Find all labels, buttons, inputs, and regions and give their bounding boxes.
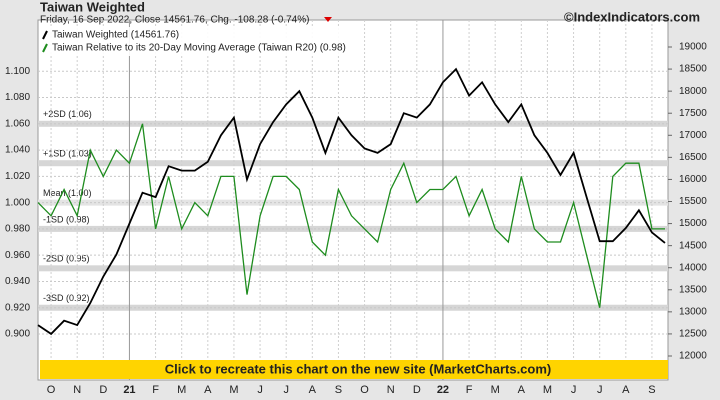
sd-band (38, 199, 668, 206)
x-tick-label: D (413, 384, 421, 396)
banner[interactable]: Click to recreate this chart on the new … (165, 361, 552, 376)
legend-label: Taiwan Weighted (14561.76) (52, 30, 179, 41)
y2-tick-label: 17000 (679, 130, 707, 141)
sd-label: Mean (1.00) (43, 188, 92, 198)
x-tick-label: S (648, 384, 655, 396)
y-tick-label: 0.940 (5, 276, 30, 287)
y2-tick-label: 18000 (679, 86, 707, 97)
y-tick-label: 1.000 (5, 197, 30, 208)
x-tick-label: N (387, 384, 395, 396)
sd-label: -3SD (0.92) (43, 293, 90, 303)
y2-tick-label: 15000 (679, 218, 707, 229)
y2-tick-label: 15500 (679, 196, 707, 207)
y2-tick-label: 12000 (679, 351, 707, 362)
series-line (37, 123, 665, 308)
y-tick-label: 0.900 (5, 329, 30, 340)
y2-tick-label: 19000 (679, 42, 707, 53)
legend-label: Taiwan Relative to its 20-Day Moving Ave… (52, 43, 346, 54)
x-tick-label: M (543, 384, 552, 396)
y2-tick-label: 12500 (679, 329, 707, 340)
chart-subtitle: Friday, 16 Sep 2022, Close 14561.76, Chg… (40, 15, 309, 26)
x-tick-label: A (518, 384, 526, 396)
x-tick-label: A (309, 384, 317, 396)
y-tick-label: 0.920 (5, 302, 30, 313)
sd-band (38, 225, 668, 232)
y2-tick-label: 16500 (679, 152, 707, 163)
y2-tick-label: 17500 (679, 108, 707, 119)
x-tick-label: 21 (123, 384, 135, 396)
y-tick-label: 0.960 (5, 250, 30, 261)
y2-tick-label: 13000 (679, 306, 707, 317)
series-line (37, 67, 666, 336)
legend-box (40, 27, 362, 56)
x-tick-label: M (229, 384, 238, 396)
sd-band (38, 304, 668, 311)
y-tick-label: 1.020 (5, 171, 30, 182)
x-tick-label: 22 (437, 384, 449, 396)
marks: +2SD (1.06) +1SD (1.03) Mean (1.00) -1SD (0… (5, 20, 707, 396)
sd-band (38, 160, 668, 167)
y-tick-label: 1.080 (5, 92, 30, 103)
y2-tick-label: 14500 (679, 240, 707, 251)
x-tick-label: A (204, 384, 212, 396)
legend: Taiwan Weighted (14561.76) Taiwan Relativ… (40, 27, 362, 56)
sd-label: +1SD (1.03) (43, 149, 92, 159)
legend-swatch (42, 43, 48, 53)
banner-box[interactable] (40, 360, 668, 379)
x-tick-label: F (152, 384, 159, 396)
y-tick-label: 0.980 (5, 224, 30, 235)
y-tick-label: 1.040 (5, 145, 30, 156)
sd-band (38, 120, 668, 127)
y-tick-label: 1.060 (5, 118, 30, 129)
x-tick-label: J (283, 384, 289, 396)
x-tick-label: O (47, 384, 56, 396)
down-arrow (324, 17, 332, 22)
x-tick-label: A (622, 384, 630, 396)
watermark: ©IndexIndicators.com (564, 9, 700, 24)
x-tick-label: J (571, 384, 577, 396)
x-tick-label: D (99, 384, 107, 396)
sd-label: -2SD (0.95) (43, 254, 90, 264)
sd-label: +2SD (1.06) (43, 109, 92, 119)
x-tick-label: M (177, 384, 186, 396)
x-tick-label: O (360, 384, 369, 396)
y2-tick-label: 16000 (679, 174, 707, 185)
sd-band (38, 265, 668, 272)
sd-label: -1SD (0.98) (43, 214, 90, 224)
x-tick-label: N (73, 384, 81, 396)
x-tick-label: F (466, 384, 473, 396)
x-tick-label: J (257, 384, 263, 396)
x-tick-label: M (491, 384, 500, 396)
y-tick-label: 1.100 (5, 66, 30, 77)
legend-swatch (42, 30, 48, 40)
y2-tick-label: 13500 (679, 284, 707, 295)
y2-tick-label: 14000 (679, 262, 707, 273)
x-tick-label: S (335, 384, 342, 396)
chart-title: Taiwan Weighted (40, 0, 145, 14)
x-tick-label: J (597, 384, 603, 396)
y2-tick-label: 18500 (679, 64, 707, 75)
